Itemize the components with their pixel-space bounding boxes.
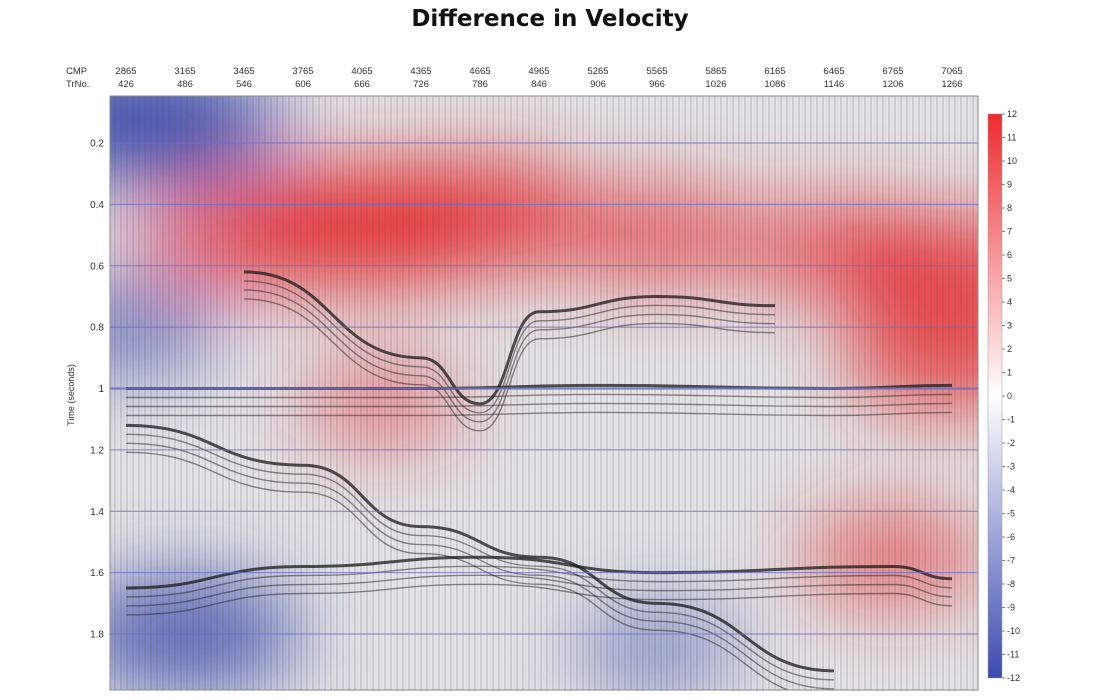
colorbar-tick-label: 9 — [1007, 180, 1012, 190]
colorbar-tick-label: 1 — [1007, 368, 1012, 378]
reflector-dome-reflector — [243, 270, 776, 406]
colorbar-tick-label: -2 — [1007, 438, 1015, 448]
cmp-tick-label: 3165 — [174, 66, 195, 77]
trace-number-label: 846 — [531, 79, 547, 90]
trace-number-label: 1086 — [764, 79, 785, 90]
colorbar: 1211109876543210-1-2-3-4-5-6-7-8-9-10-11… — [987, 109, 1020, 683]
reflector-echo — [243, 289, 776, 423]
colorbar-tick-label: 11 — [1007, 133, 1016, 143]
colorbar-tick-label: -10 — [1007, 626, 1020, 636]
colorbar-tick-label: -12 — [1007, 673, 1020, 683]
cmp-tick-label: 4665 — [469, 66, 490, 77]
y-tick-label: 1.8 — [90, 630, 104, 641]
trace-number-label: 1026 — [705, 79, 726, 90]
reflector-echo — [243, 280, 776, 414]
y-tick-label: 1.6 — [90, 568, 104, 579]
y-tick-label: 0.6 — [90, 261, 104, 272]
plot-area — [109, 95, 979, 691]
colorbar-scale — [987, 113, 1003, 679]
cmp-tick-label: 5565 — [646, 66, 667, 77]
trace-number-label: 726 — [413, 79, 429, 90]
colorbar-tick-label: 7 — [1007, 227, 1012, 237]
colorbar-tick-label: 12 — [1007, 109, 1017, 119]
colorbar-tick-label: -4 — [1007, 485, 1015, 495]
trace-number-label: 786 — [472, 79, 488, 90]
colorbar-tick-label: 5 — [1007, 274, 1012, 284]
reflector-echo — [125, 574, 953, 607]
reflector-echo — [126, 402, 953, 408]
cmp-tick-label: 2865 — [115, 66, 136, 77]
reflector-deep-reflector — [125, 555, 953, 590]
trace-number-label: 666 — [354, 79, 370, 90]
colorbar-tick-label: -5 — [1007, 509, 1015, 519]
trace-number-label: 966 — [649, 79, 665, 90]
y-axis-label: Time (seconds) — [66, 364, 76, 426]
y-tick-label: 0.8 — [90, 323, 104, 334]
gridlines — [110, 142, 978, 635]
colorbar-tick-label: 2 — [1007, 344, 1012, 354]
colorbar-tick-label: 10 — [1007, 156, 1017, 166]
reflector-echo — [126, 393, 953, 399]
cmp-tick-label: 7065 — [941, 66, 962, 77]
trace-number-label: 426 — [118, 79, 134, 90]
colorbar-tick-label: -3 — [1007, 462, 1015, 472]
colorbar-tick-label: 4 — [1007, 297, 1012, 307]
cmp-tick-label: 4365 — [410, 66, 431, 77]
y-axis: 0.2 0.4 0.6 0.8 1 1.2 1.4 1.6 1.8 — [90, 139, 104, 641]
cmp-tick-label: 4965 — [528, 66, 549, 77]
colorbar-tick-label: -8 — [1007, 579, 1015, 589]
reflector-echo — [125, 442, 835, 690]
y-tick-label: 0.2 — [90, 139, 104, 150]
cmp-tick-label: 6465 — [823, 66, 844, 77]
trace-number-label: 906 — [590, 79, 606, 90]
trace-number-label: 606 — [295, 79, 311, 90]
reflector-echo — [126, 411, 953, 417]
header-row-label: CMP — [66, 66, 87, 77]
y-tick-label: 1.4 — [90, 507, 104, 518]
colorbar-tick-label: 8 — [1007, 203, 1012, 213]
reflector-echo — [125, 451, 791, 690]
trace-number-label: 486 — [177, 79, 193, 90]
y-tick-label: 0.4 — [90, 200, 104, 211]
trace-number-label: 1146 — [824, 79, 844, 90]
colorbar-tick-label: -1 — [1007, 415, 1015, 425]
colorbar-ticks: 1211109876543210-1-2-3-4-5-6-7-8-9-10-11… — [1002, 109, 1020, 683]
chart-title: Difference in Velocity — [411, 6, 689, 32]
reflector-echo — [243, 298, 776, 432]
plot-frame — [109, 95, 979, 691]
reflector-echo — [125, 565, 953, 598]
header-row-label: TrNo. — [66, 79, 89, 90]
cmp-tick-label: 4065 — [351, 66, 372, 77]
cmp-tick-label: 3765 — [292, 66, 313, 77]
colorbar-tick-label: 3 — [1007, 321, 1012, 331]
trace-number-label: 546 — [236, 79, 252, 90]
colorbar-tick-label: 6 — [1007, 250, 1012, 260]
cmp-tick-label: 5865 — [705, 66, 726, 77]
colorbar-tick-label: -11 — [1007, 650, 1019, 660]
y-tick-label: 1.2 — [90, 445, 104, 456]
seismic-trace-texture — [110, 96, 978, 690]
colorbar-tick-label: -7 — [1007, 556, 1015, 566]
reflector-echo — [125, 433, 835, 681]
cmp-tick-label: 6765 — [882, 66, 903, 77]
colorbar-tick-label: -6 — [1007, 532, 1015, 542]
trace-header: CMP 2865 3165 3465 3765 4065 4365 4665 4965 5265 5… — [66, 66, 963, 90]
y-tick-label: 1 — [98, 384, 104, 395]
trace-number-label: 1266 — [941, 79, 962, 90]
reflector-dipping-reflector — [125, 423, 835, 673]
trace-number-label: 1206 — [882, 79, 903, 90]
reflector-echo — [125, 583, 953, 616]
cmp-tick-label: 3465 — [233, 66, 254, 77]
cmp-tick-label: 6165 — [764, 66, 785, 77]
colorbar-tick-label: 0 — [1007, 391, 1012, 401]
cmp-tick-label: 5265 — [587, 66, 608, 77]
colorbar-tick-label: -9 — [1007, 603, 1015, 613]
